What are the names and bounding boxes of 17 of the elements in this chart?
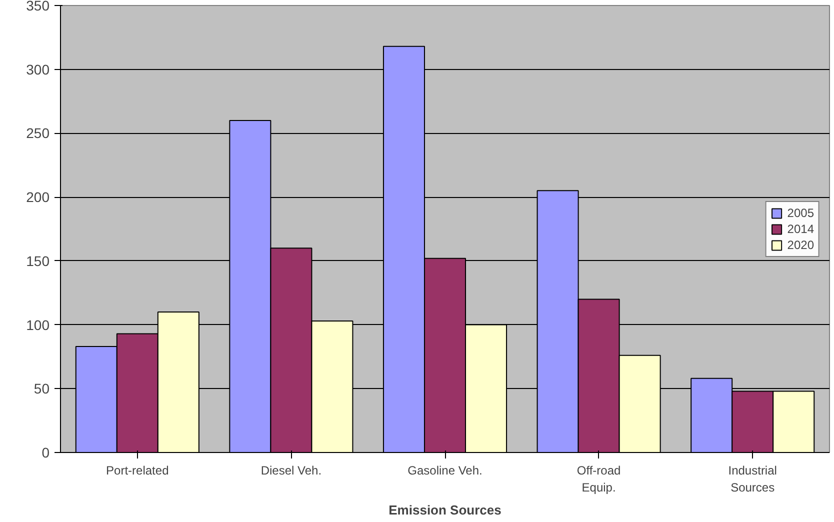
x-tick-label: Industrial Sources xyxy=(728,464,777,494)
legend-label: 2005 xyxy=(787,206,814,220)
y-tick-label: 100 xyxy=(26,316,50,333)
x-axis-title: Emission Sources xyxy=(388,502,502,518)
y-tick-label: 200 xyxy=(26,189,50,206)
y-tick-label: 250 xyxy=(26,125,50,142)
x-tick-label: Gasoline Veh. xyxy=(408,464,482,478)
x-tick-label: Off-road Equip. xyxy=(576,464,621,494)
y-tick-label: 350 xyxy=(26,0,50,14)
y-tick-label: 150 xyxy=(26,252,50,269)
legend-label: 2014 xyxy=(787,222,814,236)
y-tick-label: 50 xyxy=(34,380,50,397)
x-tick-label: Port-related xyxy=(106,464,169,478)
x-tick-label: Diesel Veh. xyxy=(260,464,322,478)
y-tick-label: 300 xyxy=(26,61,50,78)
y-tick-label: 0 xyxy=(42,444,50,460)
legend-label: 2020 xyxy=(787,238,814,252)
